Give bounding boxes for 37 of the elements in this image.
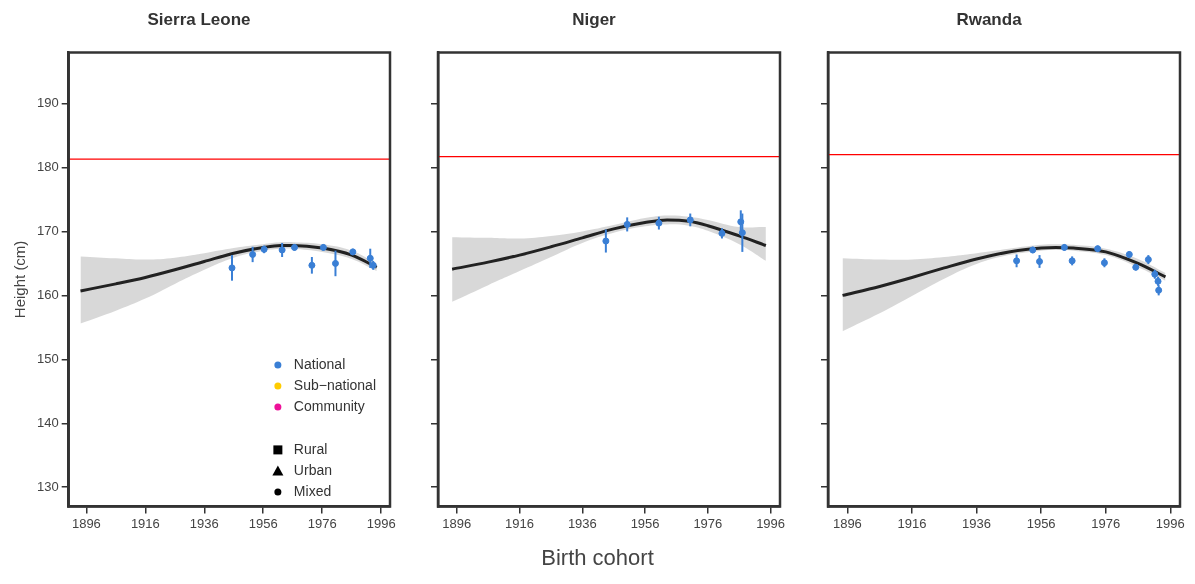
chart-title: Rwanda [956,9,1023,29]
x-tick-label: 1936 [567,515,597,531]
y-tick-label: 130 [36,478,59,494]
y-tick-label: 180 [36,159,59,175]
x-tick-label: 1956 [630,515,660,531]
legend-label: Rural [293,440,328,457]
legend-label: Urban [293,461,333,478]
x-tick-label: 1916 [130,515,160,531]
y-axis-title: Height (cm) [11,240,29,319]
x-axis-title: Birth cohort [540,545,655,571]
y-tick-label: 160 [36,286,59,302]
x-tick-label: 1896 [442,515,472,531]
chart-title: Niger [572,9,617,29]
x-tick-label: 1916 [897,515,927,531]
y-tick-label: 150 [36,350,59,366]
x-tick-label: 1936 [189,515,219,531]
x-tick-label: 1956 [1026,515,1056,531]
chart-title: Sierra Leone [147,9,251,29]
line-series [78,244,379,293]
x-tick-label: 1896 [832,515,862,531]
x-tick-label: 1956 [248,515,278,531]
x-tick-label: 1976 [307,515,337,531]
y-tick-label: 190 [36,95,59,111]
x-tick-label: 1916 [505,515,535,531]
legend-label: National [293,355,346,372]
x-tick-label: 1896 [71,515,101,531]
y-tick-label: 170 [36,223,59,239]
x-tick-label: 1976 [1091,515,1121,531]
legend-label: Sub−national [293,376,377,393]
x-tick-label: 1996 [1155,515,1185,531]
legend-label: Community [293,397,365,414]
y-tick-label: 140 [36,414,59,430]
legend-label: Mixed [293,482,332,499]
x-tick-label: 1976 [693,515,723,531]
x-tick-label: 1936 [962,515,992,531]
x-tick-label: 1996 [366,515,396,531]
x-tick-label: 1996 [756,515,786,531]
